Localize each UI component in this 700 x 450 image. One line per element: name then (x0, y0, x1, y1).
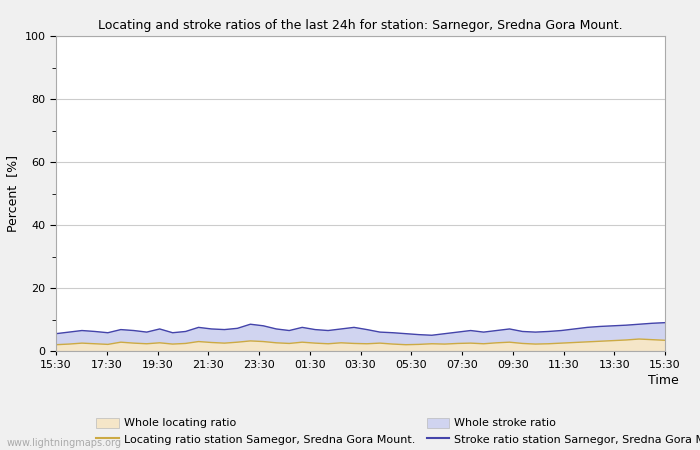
Legend: Whole locating ratio, Locating ratio station Samegor, Sredna Gora Mount., Whole : Whole locating ratio, Locating ratio sta… (92, 413, 700, 449)
Text: Time: Time (648, 374, 679, 387)
Y-axis label: Percent  [%]: Percent [%] (6, 155, 19, 232)
Title: Locating and stroke ratios of the last 24h for station: Sarnegor, Sredna Gora Mo: Locating and stroke ratios of the last 2… (98, 19, 623, 32)
Text: www.lightningmaps.org: www.lightningmaps.org (7, 438, 122, 448)
